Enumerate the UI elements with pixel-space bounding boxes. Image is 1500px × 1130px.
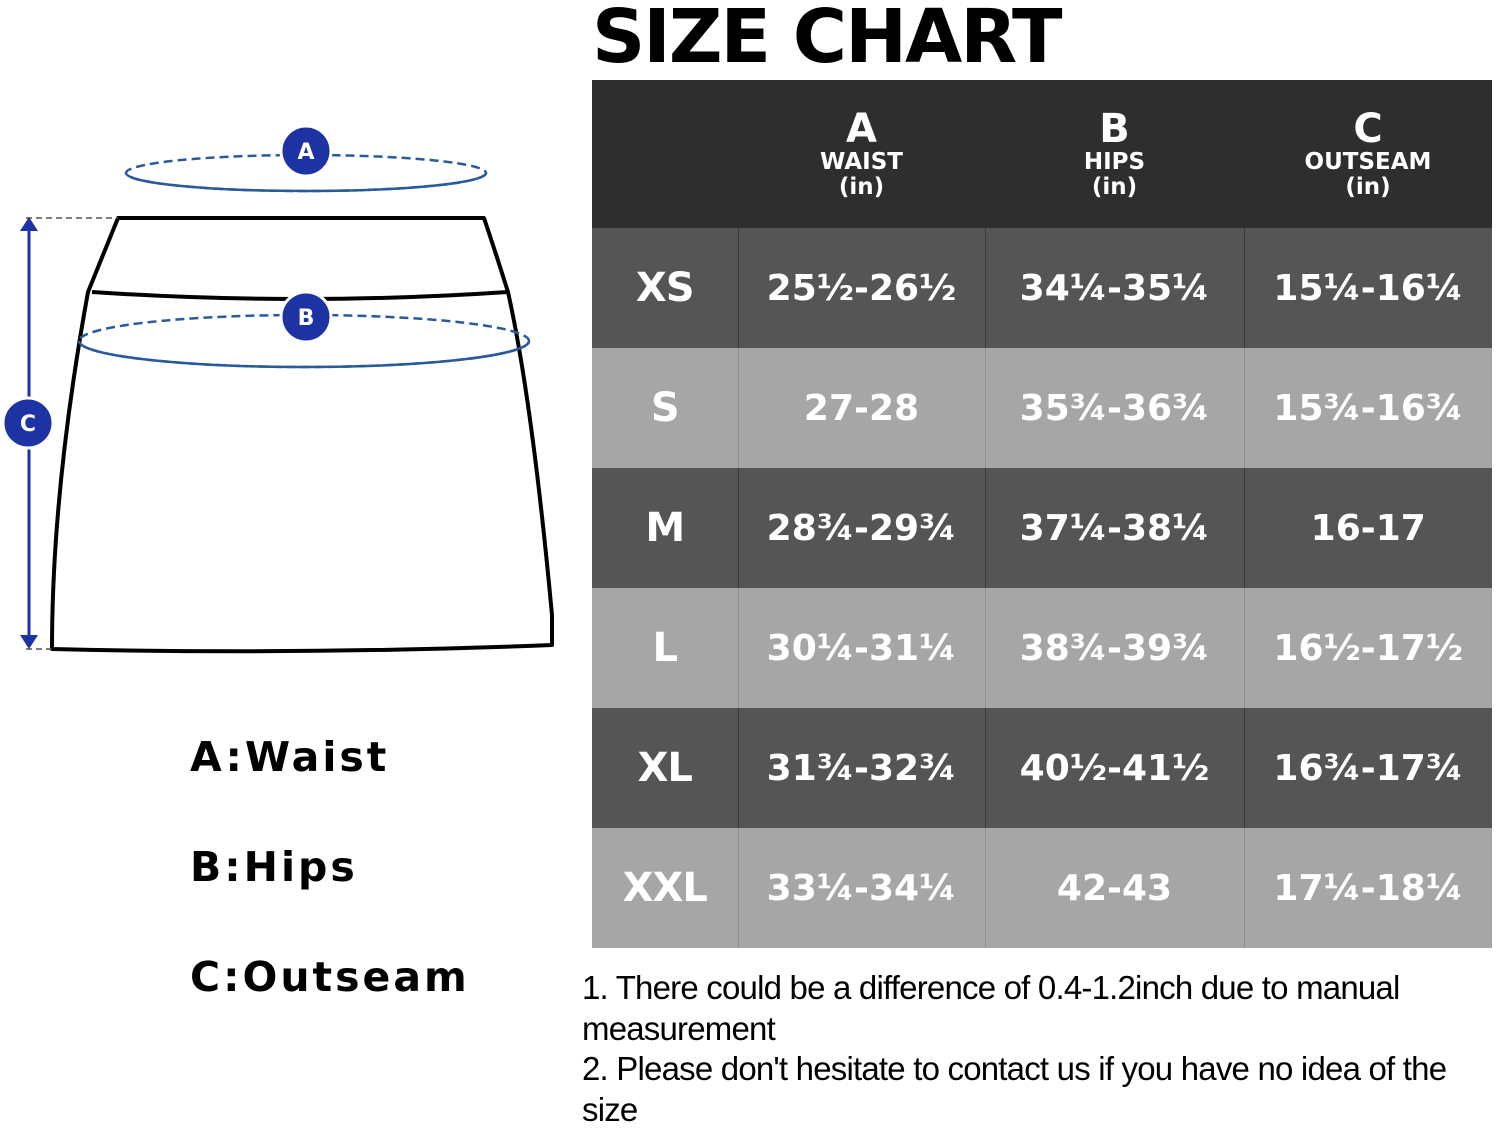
legend-outseam: C:Outseam [190,953,470,1001]
outseam-cell: 17¼-18¼ [1243,828,1492,948]
size-cell: S [592,348,738,468]
table-row: XXL 33¼-34¼ 42-43 17¼-18¼ [592,828,1492,948]
waist-cell: 25½-26½ [737,228,985,348]
marker-b-badge: B [279,290,333,344]
table-row: M 28¾-29¾ 37¼-38¼ 16-17 [592,468,1492,588]
size-cell: XS [592,228,738,348]
skirt-outline [50,216,554,654]
header-waist-letter: A [846,106,877,152]
header-outseam-unit: (in) [1345,174,1391,200]
header-outseam: C OUTSEAM (in) [1244,80,1492,228]
header-outseam-letter: C [1353,106,1383,152]
header-waist: A WAIST (in) [738,80,985,228]
table-header-row: A WAIST (in) B HIPS (in) C OUTSEAM (in) [592,80,1492,228]
size-cell: XXL [592,828,738,948]
table-row: L 30¼-31¼ 38¾-39¾ 16½-17½ [592,588,1492,708]
legend-waist: A:Waist [190,733,390,781]
hips-cell: 34¼-35¼ [984,228,1244,348]
legend-hips: B:Hips [190,843,358,891]
marker-c-label: C [20,412,36,437]
marker-a-label: A [297,140,314,165]
hips-cell: 38¾-39¾ [984,588,1244,708]
skirt-diagram: A B C [1,124,554,654]
waist-cell: 27-28 [737,348,985,468]
waist-cell: 28¾-29¾ [737,468,985,588]
note-1: 1. There could be a difference of 0.4-1.… [582,969,1400,1047]
header-hips-letter: B [1099,106,1130,152]
marker-b-label: B [298,306,315,331]
hips-cell: 37¼-38¼ [984,468,1244,588]
size-cell: XL [592,708,738,828]
size-cell: M [592,468,738,588]
header-hips-name: HIPS [1083,149,1146,175]
outseam-cell: 16-17 [1243,468,1492,588]
size-table: A WAIST (in) B HIPS (in) C OUTSEAM (in) … [592,80,1492,948]
header-size [592,80,738,228]
header-hips-unit: (in) [1091,174,1138,200]
outseam-cell: 15¾-16¾ [1243,348,1492,468]
hips-cell: 42-43 [984,828,1244,948]
waist-cell: 33¼-34¼ [737,828,985,948]
header-hips: B HIPS (in) [985,80,1244,228]
size-cell: L [592,588,738,708]
marker-c-badge: C [1,396,55,450]
notes-block: 1. There could be a difference of 0.4-1.… [582,968,1500,1130]
outseam-cell: 15¼-16¼ [1243,228,1492,348]
waist-cell: 31¾-32¾ [737,708,985,828]
table-row: XL 31¾-32¾ 40½-41½ 16¾-17¾ [592,708,1492,828]
hips-cell: 35¾-36¾ [984,348,1244,468]
header-waist-unit: (in) [838,174,885,200]
outseam-cell: 16¾-17¾ [1243,708,1492,828]
page-title: SIZE CHART [592,0,1062,80]
table-row: XS 25½-26½ 34¼-35¼ 15¼-16¼ [592,228,1492,348]
table-row: S 27-28 35¾-36¾ 15¾-16¾ [592,348,1492,468]
outseam-cell: 16½-17½ [1243,588,1492,708]
waist-cell: 30¼-31¼ [737,588,985,708]
header-outseam-name: OUTSEAM [1304,149,1432,175]
note-2: 2. Please don't hesitate to contact us i… [582,1050,1447,1128]
header-waist-name: WAIST [820,149,903,175]
hips-cell: 40½-41½ [984,708,1244,828]
marker-a-badge: A [279,124,333,178]
